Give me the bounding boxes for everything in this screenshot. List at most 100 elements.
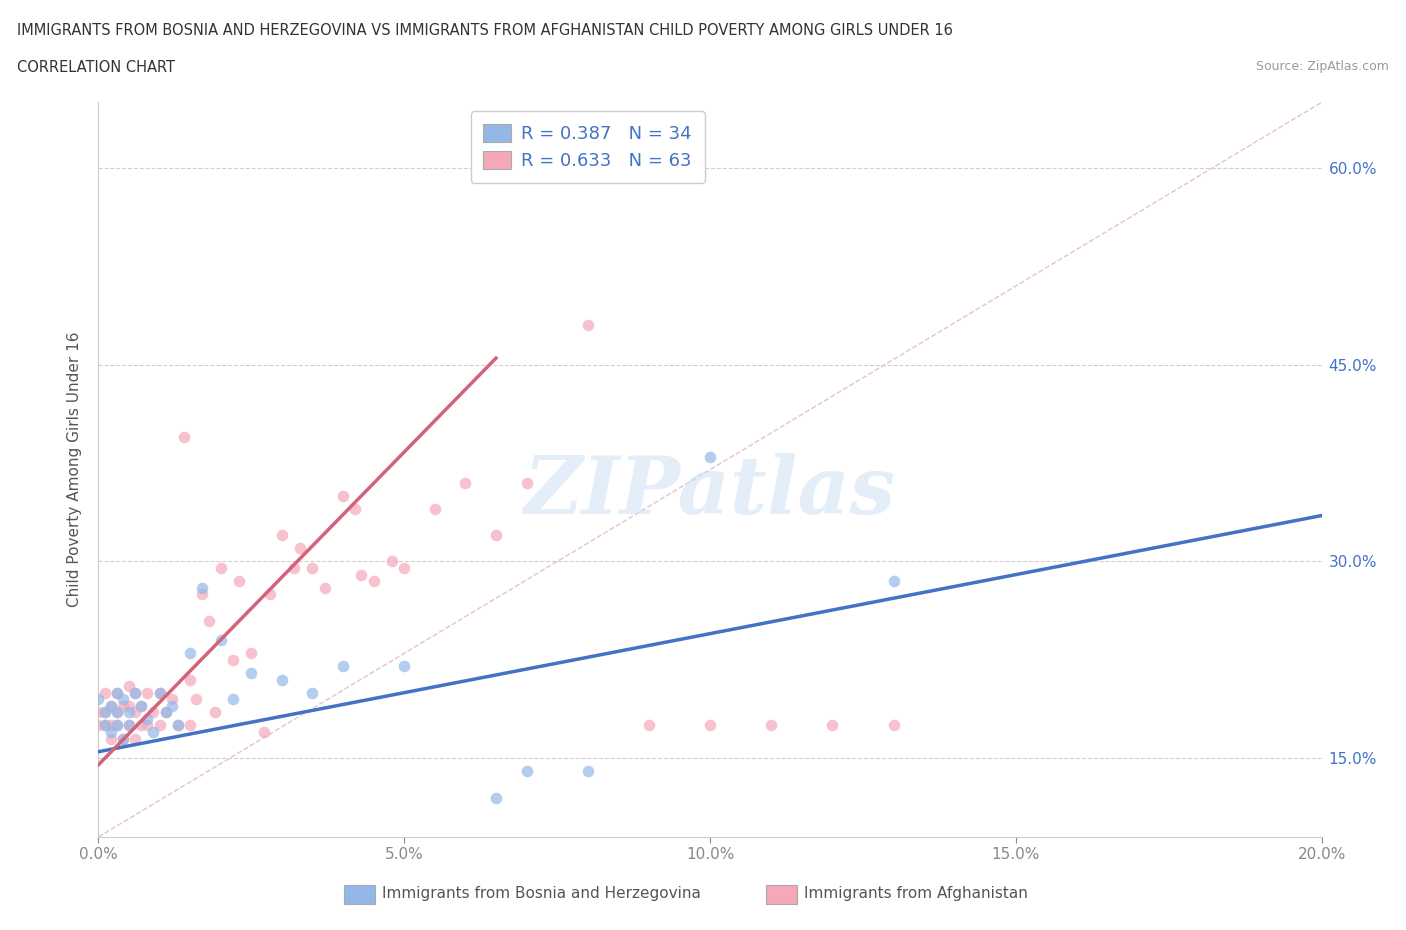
Point (105, 685, 128, 700)
Point (283, 561, 305, 576)
Point (186, 692, 208, 707)
Point (204, 705, 226, 720)
Point (222, 653, 245, 668)
Text: CORRELATION CHART: CORRELATION CHART (17, 60, 174, 75)
Point (423, 501, 446, 516)
Point (637, 718, 661, 733)
Text: ZIPatlas: ZIPatlas (524, 453, 896, 530)
Point (100, 698, 122, 713)
Point (179, 645, 201, 660)
Point (105, 718, 128, 733)
Point (454, 475, 477, 490)
Text: Immigrants from Afghanistan: Immigrants from Afghanistan (804, 886, 1028, 901)
Point (576, 318, 599, 333)
Point (111, 731, 134, 746)
Point (142, 705, 165, 720)
Point (118, 679, 141, 694)
Point (149, 718, 172, 733)
Point (314, 580, 336, 595)
Point (160, 692, 183, 707)
Point (118, 698, 141, 713)
Point (155, 705, 177, 720)
Point (392, 561, 416, 576)
Point (167, 718, 190, 733)
Point (179, 672, 201, 687)
Point (93, 718, 115, 733)
Point (129, 698, 152, 713)
Point (124, 705, 146, 720)
Point (93, 705, 115, 720)
Point (124, 731, 146, 746)
Point (142, 724, 165, 739)
Text: Source: ZipAtlas.com: Source: ZipAtlas.com (1256, 60, 1389, 73)
Point (136, 718, 159, 733)
Point (173, 430, 195, 445)
Point (100, 731, 122, 746)
Point (332, 488, 354, 503)
Point (197, 613, 219, 628)
Point (179, 718, 201, 733)
Point (240, 666, 263, 681)
Point (129, 718, 152, 733)
Point (105, 705, 128, 720)
Text: Immigrants from Bosnia and Herzegovina: Immigrants from Bosnia and Herzegovina (382, 886, 702, 901)
Point (118, 705, 141, 720)
Point (167, 718, 190, 733)
Point (363, 574, 385, 589)
Point (105, 685, 128, 700)
Point (105, 718, 128, 733)
Point (149, 685, 172, 700)
Point (332, 659, 354, 674)
Point (93, 685, 115, 700)
Point (381, 554, 404, 569)
Point (118, 718, 141, 733)
Point (821, 718, 844, 733)
Point (111, 731, 134, 746)
Y-axis label: Child Poverty Among Girls Under 16: Child Poverty Among Girls Under 16 (67, 332, 83, 607)
Point (516, 475, 538, 490)
Point (699, 449, 721, 464)
Point (155, 705, 177, 720)
Point (209, 561, 232, 576)
Point (270, 672, 292, 687)
Point (93, 705, 115, 720)
Point (344, 501, 367, 516)
Point (228, 574, 250, 589)
Point (576, 764, 599, 778)
Point (259, 587, 281, 602)
Point (111, 698, 134, 713)
Point (136, 711, 159, 726)
Point (485, 528, 508, 543)
Point (759, 718, 782, 733)
Point (699, 718, 721, 733)
Point (87, 692, 110, 707)
Point (105, 705, 128, 720)
Point (191, 587, 214, 602)
Legend: R = 0.387   N = 34, R = 0.633   N = 63: R = 0.387 N = 34, R = 0.633 N = 63 (471, 112, 704, 182)
Point (124, 685, 146, 700)
Point (100, 698, 122, 713)
Text: IMMIGRANTS FROM BOSNIA AND HERZEGOVINA VS IMMIGRANTS FROM AFGHANISTAN CHILD POVE: IMMIGRANTS FROM BOSNIA AND HERZEGOVINA V… (17, 23, 953, 38)
Point (485, 790, 508, 805)
Point (93, 718, 115, 733)
Point (129, 698, 152, 713)
Point (160, 698, 183, 713)
Point (301, 561, 323, 576)
Point (516, 764, 538, 778)
Point (111, 692, 134, 707)
Point (87, 718, 110, 733)
Point (209, 632, 232, 647)
Point (87, 705, 110, 720)
Point (118, 718, 141, 733)
Point (350, 567, 373, 582)
Point (222, 692, 245, 707)
Point (301, 685, 323, 700)
Point (100, 724, 122, 739)
Point (270, 528, 292, 543)
Point (392, 659, 416, 674)
Point (191, 580, 214, 595)
Point (252, 724, 274, 739)
Point (883, 574, 905, 589)
Point (100, 718, 122, 733)
Point (883, 718, 905, 733)
